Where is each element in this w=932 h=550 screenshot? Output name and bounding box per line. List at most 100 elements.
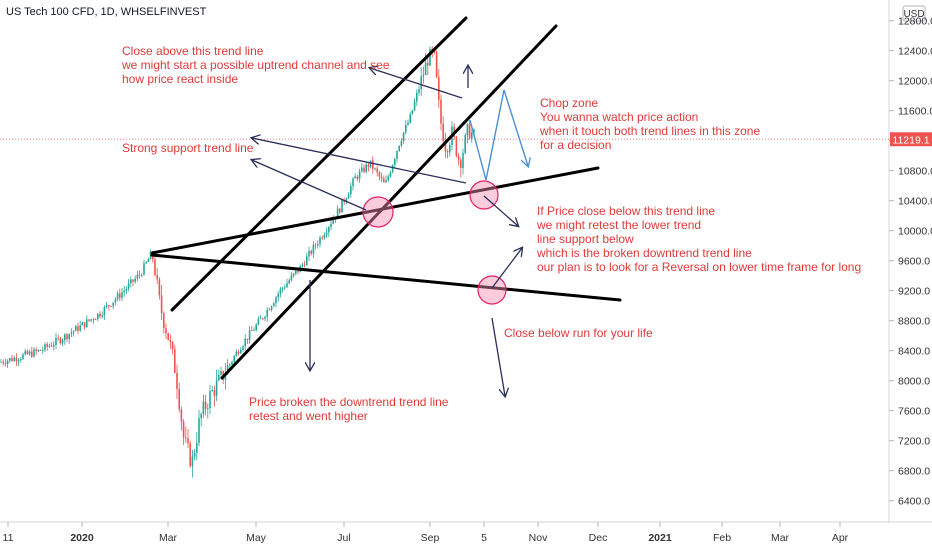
x-axis-ticks: 11 2020 Mar May Jul Sep 5 Nov Dec 2021 Feb Mar Apr xyxy=(3,522,849,544)
note-line: Price broken the downtrend trend line xyxy=(249,395,449,409)
arrow-support-upper xyxy=(252,138,467,184)
candle xyxy=(4,358,7,367)
note-line: Close above this trend line xyxy=(122,44,264,58)
candle xyxy=(138,270,141,279)
candle xyxy=(363,164,365,174)
note-line: retest and went higher xyxy=(249,409,368,423)
candle xyxy=(134,275,136,284)
note-line: If Price close below this trend line xyxy=(537,204,715,218)
note-line: when it touch both trend lines in this z… xyxy=(539,124,760,138)
y-tick-label: 6800.0 xyxy=(898,466,930,478)
candle xyxy=(262,317,264,321)
candle xyxy=(149,249,152,260)
candle xyxy=(116,290,119,302)
candle xyxy=(275,295,277,308)
candle xyxy=(244,333,246,351)
x-tick-label: 2020 xyxy=(70,532,94,544)
x-tick-label: 11 xyxy=(3,532,14,544)
candle xyxy=(26,349,29,355)
candle xyxy=(94,318,97,320)
candle xyxy=(449,141,451,157)
candle xyxy=(321,235,323,241)
candle xyxy=(237,349,240,356)
candle xyxy=(86,315,88,328)
candle xyxy=(413,98,416,112)
candle xyxy=(141,272,143,278)
candle xyxy=(400,137,403,148)
candle xyxy=(204,395,207,416)
candle xyxy=(427,56,429,76)
candle xyxy=(108,304,110,311)
candle xyxy=(28,349,31,356)
note-line: Chop zone xyxy=(540,96,598,110)
candle xyxy=(77,322,79,335)
arrow-channel-left xyxy=(370,68,463,99)
candle xyxy=(39,349,42,352)
candle xyxy=(123,285,125,297)
candle xyxy=(391,164,394,174)
candle xyxy=(297,270,299,275)
y-tick-label: 9200.0 xyxy=(898,286,930,298)
candle xyxy=(209,384,211,415)
y-tick-label: 12400.0 xyxy=(898,46,932,58)
y-tick-label: 7200.0 xyxy=(898,436,930,448)
annotation-arrows xyxy=(252,66,522,396)
candle xyxy=(257,316,260,326)
candle xyxy=(48,343,51,348)
candle xyxy=(132,279,134,287)
candle xyxy=(444,132,447,158)
candle xyxy=(189,440,191,468)
candle xyxy=(248,326,251,344)
candle xyxy=(350,182,352,198)
note-line: our plan is to look for a Reversal on lo… xyxy=(537,260,861,274)
currency-badge[interactable]: USD xyxy=(902,5,926,22)
y-axis-ticks: 6400.0 6800.0 7200.0 7600.0 8000.0 8400.0 8800… xyxy=(889,16,932,508)
y-tick-label: 10000.0 xyxy=(898,226,932,238)
x-tick-label: May xyxy=(246,532,267,544)
x-tick-label: Dec xyxy=(589,532,608,544)
candle xyxy=(105,302,108,309)
candle xyxy=(376,165,378,177)
candle xyxy=(405,120,407,135)
candle xyxy=(440,94,442,131)
candle xyxy=(75,324,77,332)
candle xyxy=(156,268,158,285)
candle xyxy=(286,278,288,288)
candle xyxy=(176,364,178,399)
candle xyxy=(202,394,205,418)
candle xyxy=(281,286,284,293)
candle xyxy=(50,342,53,347)
candle xyxy=(42,346,44,354)
y-tick-label: 7600.0 xyxy=(898,406,930,418)
last-price-marker: 11219.1 xyxy=(890,132,932,147)
candle xyxy=(314,242,317,250)
y-tick-label: 12000.0 xyxy=(898,76,932,88)
arrow-retest xyxy=(483,195,518,226)
candle xyxy=(110,305,112,308)
candle xyxy=(273,301,275,307)
candle xyxy=(167,332,169,341)
candle xyxy=(369,160,372,169)
candle xyxy=(154,255,156,277)
candle xyxy=(457,153,460,166)
candle xyxy=(378,170,381,181)
candle xyxy=(171,341,174,355)
arrow-support-lower xyxy=(252,160,367,211)
candle xyxy=(145,261,147,265)
candle xyxy=(407,119,409,126)
candle xyxy=(418,85,420,96)
candle xyxy=(90,318,92,323)
candle xyxy=(35,347,37,355)
note-line: Close below run for your life xyxy=(504,326,653,340)
candle xyxy=(88,319,90,323)
candle xyxy=(468,120,471,140)
candle xyxy=(446,149,449,159)
candle xyxy=(81,321,84,326)
candle xyxy=(301,262,304,269)
candle xyxy=(402,132,405,144)
note-line: we might start a possible uptrend channe… xyxy=(121,58,390,72)
candle xyxy=(312,241,315,258)
candle xyxy=(70,328,73,337)
candle xyxy=(218,369,220,382)
